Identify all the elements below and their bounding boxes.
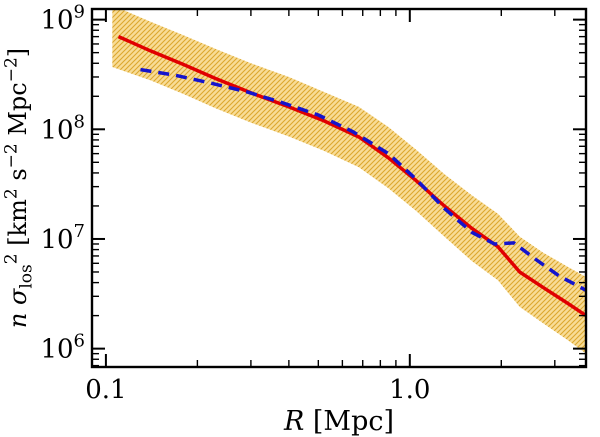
y-tick-label: 109 (40, 2, 85, 36)
plot-frame (90, 7, 588, 369)
y-tick-label: 107 (40, 221, 85, 255)
x-axis-label: R [Mpc] (283, 406, 394, 437)
red-solid-line (117, 35, 586, 318)
x-tick-label: 0.1 (85, 375, 126, 405)
y-tick-label: 108 (40, 111, 85, 145)
y-axis-label: n σlos2 [km2 s−2 Mpc−2] (1, 48, 36, 328)
blue-dashed-line (140, 67, 586, 292)
x-tick-label: 1.0 (389, 375, 430, 405)
y-tick-label: 106 (40, 331, 85, 365)
uncertainty-band (112, 9, 586, 354)
